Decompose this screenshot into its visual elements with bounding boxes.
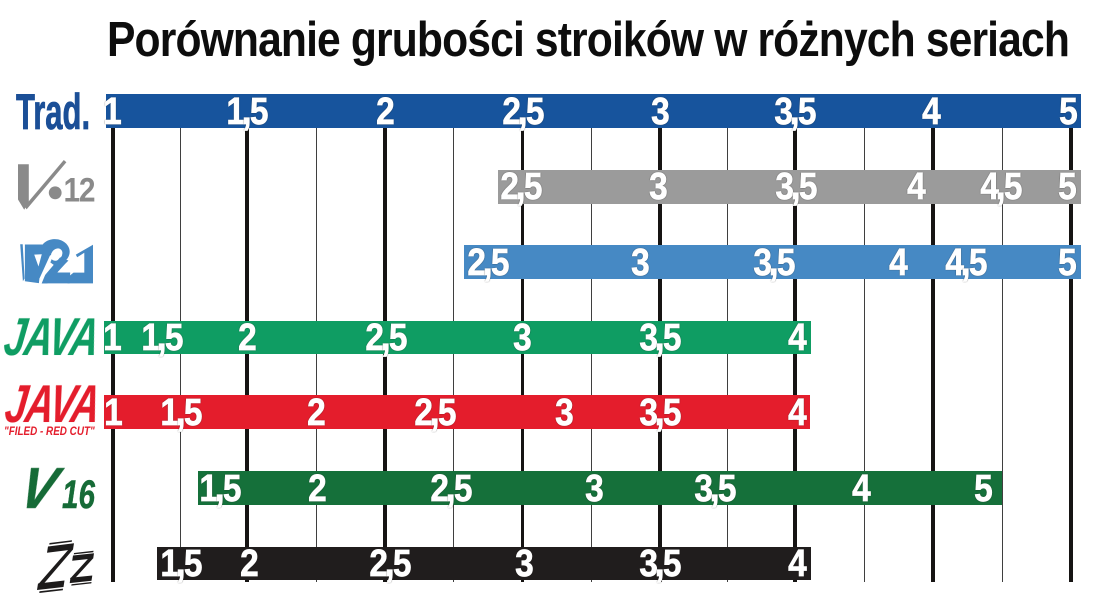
svg-text:12: 12 (64, 171, 95, 209)
